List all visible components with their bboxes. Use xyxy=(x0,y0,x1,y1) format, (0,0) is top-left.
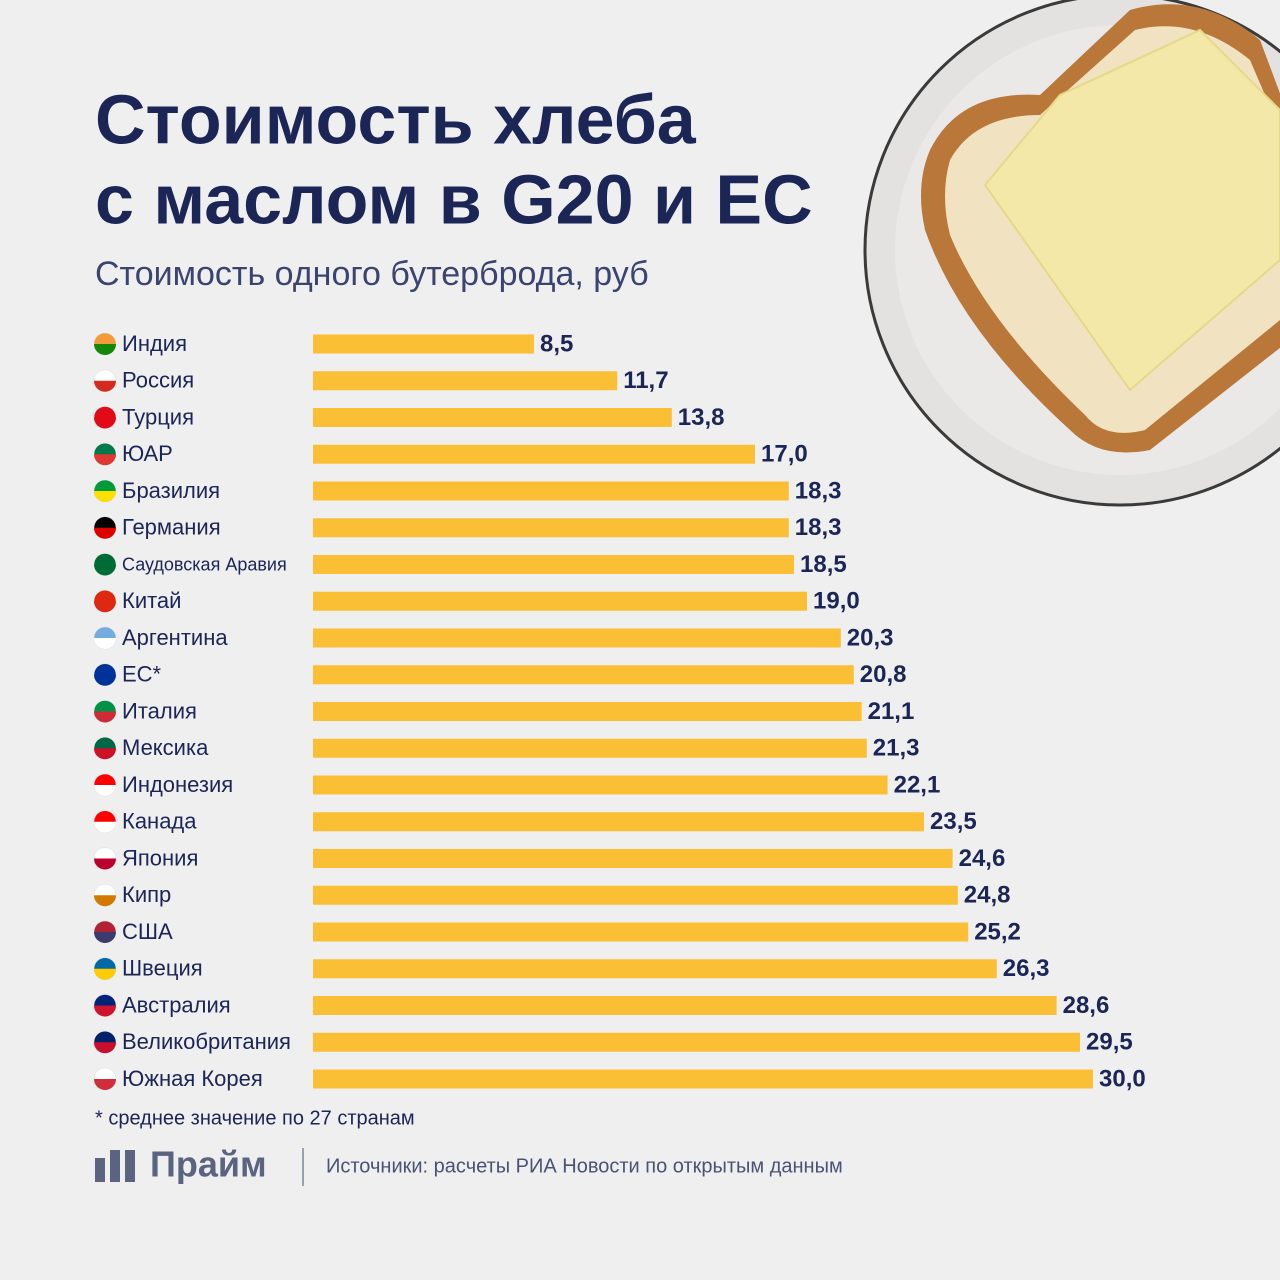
bar xyxy=(313,922,969,942)
flag-icon xyxy=(94,601,117,613)
category-label: Кипр xyxy=(122,882,171,907)
logo-icon xyxy=(95,1150,135,1182)
category-label: Австралия xyxy=(122,992,231,1017)
chart-title: Стоимость хлеба xyxy=(95,80,697,158)
flag-icon xyxy=(94,417,117,429)
bar xyxy=(313,665,854,685)
bar xyxy=(313,702,862,721)
bar xyxy=(313,1069,1093,1089)
category-label: Индонезия xyxy=(122,772,233,797)
flag-icon xyxy=(94,638,116,649)
bar xyxy=(313,408,672,427)
value-label: 19,0 xyxy=(813,588,860,615)
category-label: ЮАР xyxy=(122,441,173,466)
value-label: 30,0 xyxy=(1099,1065,1146,1092)
chart-title: с маслом в G20 и ЕС xyxy=(95,160,813,238)
category-label: Бразилия xyxy=(122,478,220,503)
value-label: 24,6 xyxy=(959,845,1006,872)
bar xyxy=(313,1032,1080,1052)
bar xyxy=(313,444,755,464)
flag-icon xyxy=(94,1042,117,1054)
flag-icon xyxy=(94,968,117,980)
bar xyxy=(313,481,789,501)
logo: Прайм xyxy=(150,1144,267,1185)
category-label: Швеция xyxy=(122,956,203,981)
category-label: Индия xyxy=(122,331,187,356)
bar xyxy=(313,849,953,868)
flag-icon xyxy=(94,527,117,539)
bar xyxy=(313,371,618,391)
bar xyxy=(313,812,924,832)
value-label: 18,3 xyxy=(795,477,842,504)
flag-icon xyxy=(94,785,116,796)
flag-icon xyxy=(94,564,117,576)
flag-icon xyxy=(94,380,117,392)
flag-icon xyxy=(94,895,117,907)
plate-illustration xyxy=(863,0,1280,507)
flag-icon xyxy=(94,674,117,686)
category-label: Китай xyxy=(122,588,181,613)
value-label: 21,3 xyxy=(873,735,920,762)
value-label: 25,2 xyxy=(974,918,1021,945)
bar xyxy=(313,591,807,611)
value-label: 11,7 xyxy=(623,367,668,394)
flag-icon xyxy=(94,1079,116,1090)
value-label: 17,0 xyxy=(761,441,808,468)
bar xyxy=(313,959,997,979)
bar xyxy=(313,775,888,795)
category-label: Южная Корея xyxy=(122,1066,263,1091)
category-label: Япония xyxy=(122,845,198,870)
flag-icon xyxy=(94,932,116,943)
category-label: Аргентина xyxy=(122,625,228,650)
category-label: Россия xyxy=(122,368,194,393)
bar xyxy=(313,885,958,905)
value-label: 20,3 xyxy=(847,624,894,651)
footnote: * среднее значение по 27 странам xyxy=(95,1107,415,1129)
category-label: Турция xyxy=(122,404,194,429)
category-label: Саудовская Аравия xyxy=(122,554,287,574)
value-label: 22,1 xyxy=(894,771,941,798)
flag-icon xyxy=(94,491,116,502)
bar xyxy=(313,518,789,538)
flag-icon xyxy=(94,748,117,760)
category-label: ЕС* xyxy=(122,662,162,687)
value-label: 21,1 xyxy=(868,698,915,725)
value-label: 23,5 xyxy=(930,808,977,835)
bar xyxy=(313,555,794,574)
source: Источники: расчеты РИА Новости по открыт… xyxy=(326,1155,843,1177)
value-label: 24,8 xyxy=(964,882,1011,909)
category-label: США xyxy=(122,919,173,944)
value-label: 13,8 xyxy=(678,404,725,431)
value-label: 26,3 xyxy=(1003,955,1050,982)
value-label: 8,5 xyxy=(540,330,573,357)
flag-icon xyxy=(94,821,117,833)
flag-icon xyxy=(94,858,117,870)
category-label: Италия xyxy=(122,698,197,723)
category-label: Великобритания xyxy=(122,1029,291,1054)
bar xyxy=(313,738,867,758)
category-label: Германия xyxy=(122,515,221,540)
value-label: 18,5 xyxy=(800,551,847,578)
value-label: 29,5 xyxy=(1086,1029,1133,1056)
bar xyxy=(313,334,534,354)
category-label: Канада xyxy=(122,809,197,834)
bar xyxy=(313,628,841,648)
chart-subtitle: Стоимость одного бутерброда, руб xyxy=(95,255,649,293)
flag-icon xyxy=(94,344,116,355)
value-label: 28,6 xyxy=(1063,992,1110,1019)
flag-icon xyxy=(94,711,117,723)
bar xyxy=(313,996,1057,1015)
value-label: 20,8 xyxy=(860,661,907,688)
value-label: 18,3 xyxy=(795,514,842,541)
flag-icon xyxy=(94,454,117,466)
category-label: Мексика xyxy=(122,735,209,760)
flag-icon xyxy=(94,1005,117,1017)
